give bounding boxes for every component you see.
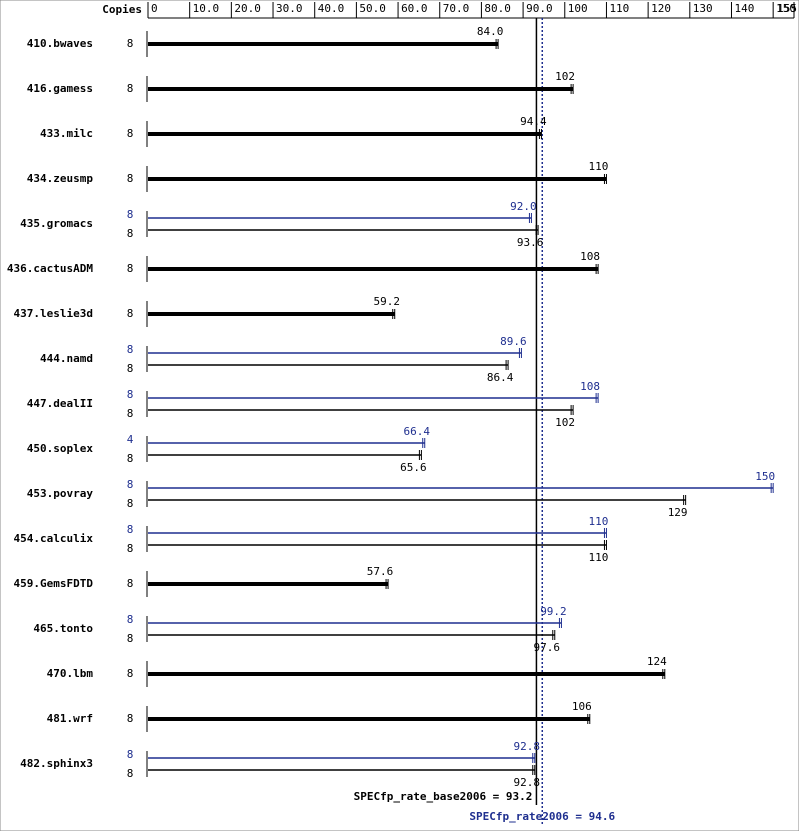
copies: 8 — [127, 388, 134, 401]
benchmark-name: 454.calculix — [14, 532, 94, 545]
copies: 8 — [127, 497, 134, 510]
benchmark-name: 434.zeusmp — [27, 172, 94, 185]
benchmark-name: 465.tonto — [33, 622, 93, 635]
copies: 8 — [127, 172, 134, 185]
benchmark-name: 435.gromacs — [20, 217, 93, 230]
value-label: 102 — [555, 70, 575, 83]
benchmark-name: 447.dealII — [27, 397, 93, 410]
x-tick-label: 30.0 — [276, 2, 303, 15]
copies: 8 — [127, 712, 134, 725]
value-label: 92.8 — [514, 740, 541, 753]
value-label: 106 — [572, 700, 592, 713]
value-label: 108 — [580, 380, 600, 393]
value-label: 150 — [755, 470, 775, 483]
copies: 8 — [127, 82, 134, 95]
copies: 8 — [127, 452, 134, 465]
copies: 8 — [127, 127, 134, 140]
base-summary: SPECfp_rate_base2006 = 93.2 — [354, 790, 533, 803]
value-label: 65.6 — [400, 461, 427, 474]
x-tick-label: 120 — [651, 2, 671, 15]
copies: 8 — [127, 767, 134, 780]
copies: 8 — [127, 227, 134, 240]
copies: 8 — [127, 262, 134, 275]
benchmark-name: 416.gamess — [27, 82, 93, 95]
copies: 8 — [127, 407, 134, 420]
copies: 8 — [127, 362, 134, 375]
benchmark-name: 436.cactusADM — [7, 262, 93, 275]
x-tick-label: 10.0 — [193, 2, 220, 15]
x-tick-label: 60.0 — [401, 2, 428, 15]
copies: 8 — [127, 523, 134, 536]
value-label: 110 — [589, 160, 609, 173]
value-label: 66.4 — [403, 425, 430, 438]
x-tick-label: 110 — [609, 2, 629, 15]
value-label: 129 — [668, 506, 688, 519]
copies: 8 — [127, 748, 134, 761]
value-label: 89.6 — [500, 335, 527, 348]
benchmark-name: 437.leslie3d — [14, 307, 93, 320]
x-tick-label: 40.0 — [318, 2, 345, 15]
x-tick-label: 80.0 — [484, 2, 511, 15]
x-tick-label: 70.0 — [443, 2, 470, 15]
value-label: 110 — [589, 515, 609, 528]
value-label: 124 — [647, 655, 667, 668]
copies: 8 — [127, 542, 134, 555]
benchmark-name: 433.milc — [40, 127, 93, 140]
x-tick-label: 90.0 — [526, 2, 553, 15]
copies: 8 — [127, 37, 134, 50]
value-label: 92.0 — [510, 200, 537, 213]
benchmark-name: 444.namd — [40, 352, 93, 365]
x-tick-label: 150 — [776, 2, 796, 15]
value-label: 102 — [555, 416, 575, 429]
benchmark-name: 470.lbm — [47, 667, 94, 680]
benchmark-name: 481.wrf — [47, 712, 93, 725]
x-tick-label: 100 — [568, 2, 588, 15]
copies: 8 — [127, 478, 134, 491]
x-tick-label: 0 — [151, 2, 158, 15]
copies: 8 — [127, 343, 134, 356]
value-label: 92.8 — [514, 776, 541, 789]
benchmark-name: 453.povray — [27, 487, 94, 500]
copies: 8 — [127, 208, 134, 221]
benchmark-name: 410.bwaves — [27, 37, 93, 50]
copies-header: Copies — [102, 3, 142, 16]
x-tick-label: 155 — [777, 2, 797, 15]
copies: 8 — [127, 632, 134, 645]
value-label: 108 — [580, 250, 600, 263]
value-label: 86.4 — [487, 371, 514, 384]
value-label: 99.2 — [540, 605, 567, 618]
value-label: 93.6 — [517, 236, 544, 249]
copies: 4 — [127, 433, 134, 446]
x-tick-label: 20.0 — [234, 2, 261, 15]
copies: 8 — [127, 613, 134, 626]
copies: 8 — [127, 577, 134, 590]
value-label: 59.2 — [373, 295, 400, 308]
value-label: 57.6 — [367, 565, 394, 578]
x-tick-label: 50.0 — [359, 2, 386, 15]
value-label: 110 — [589, 551, 609, 564]
x-tick-label: 140 — [734, 2, 754, 15]
value-label: 94.4 — [520, 115, 547, 128]
x-tick-label: 130 — [693, 2, 713, 15]
benchmark-name: 450.soplex — [27, 442, 94, 455]
value-label: 97.6 — [534, 641, 561, 654]
benchmark-name: 459.GemsFDTD — [14, 577, 94, 590]
copies: 8 — [127, 307, 134, 320]
value-label: 84.0 — [477, 25, 504, 38]
benchmark-name: 482.sphinx3 — [20, 757, 93, 770]
copies: 8 — [127, 667, 134, 680]
peak-summary: SPECfp_rate2006 = 94.6 — [469, 810, 615, 823]
